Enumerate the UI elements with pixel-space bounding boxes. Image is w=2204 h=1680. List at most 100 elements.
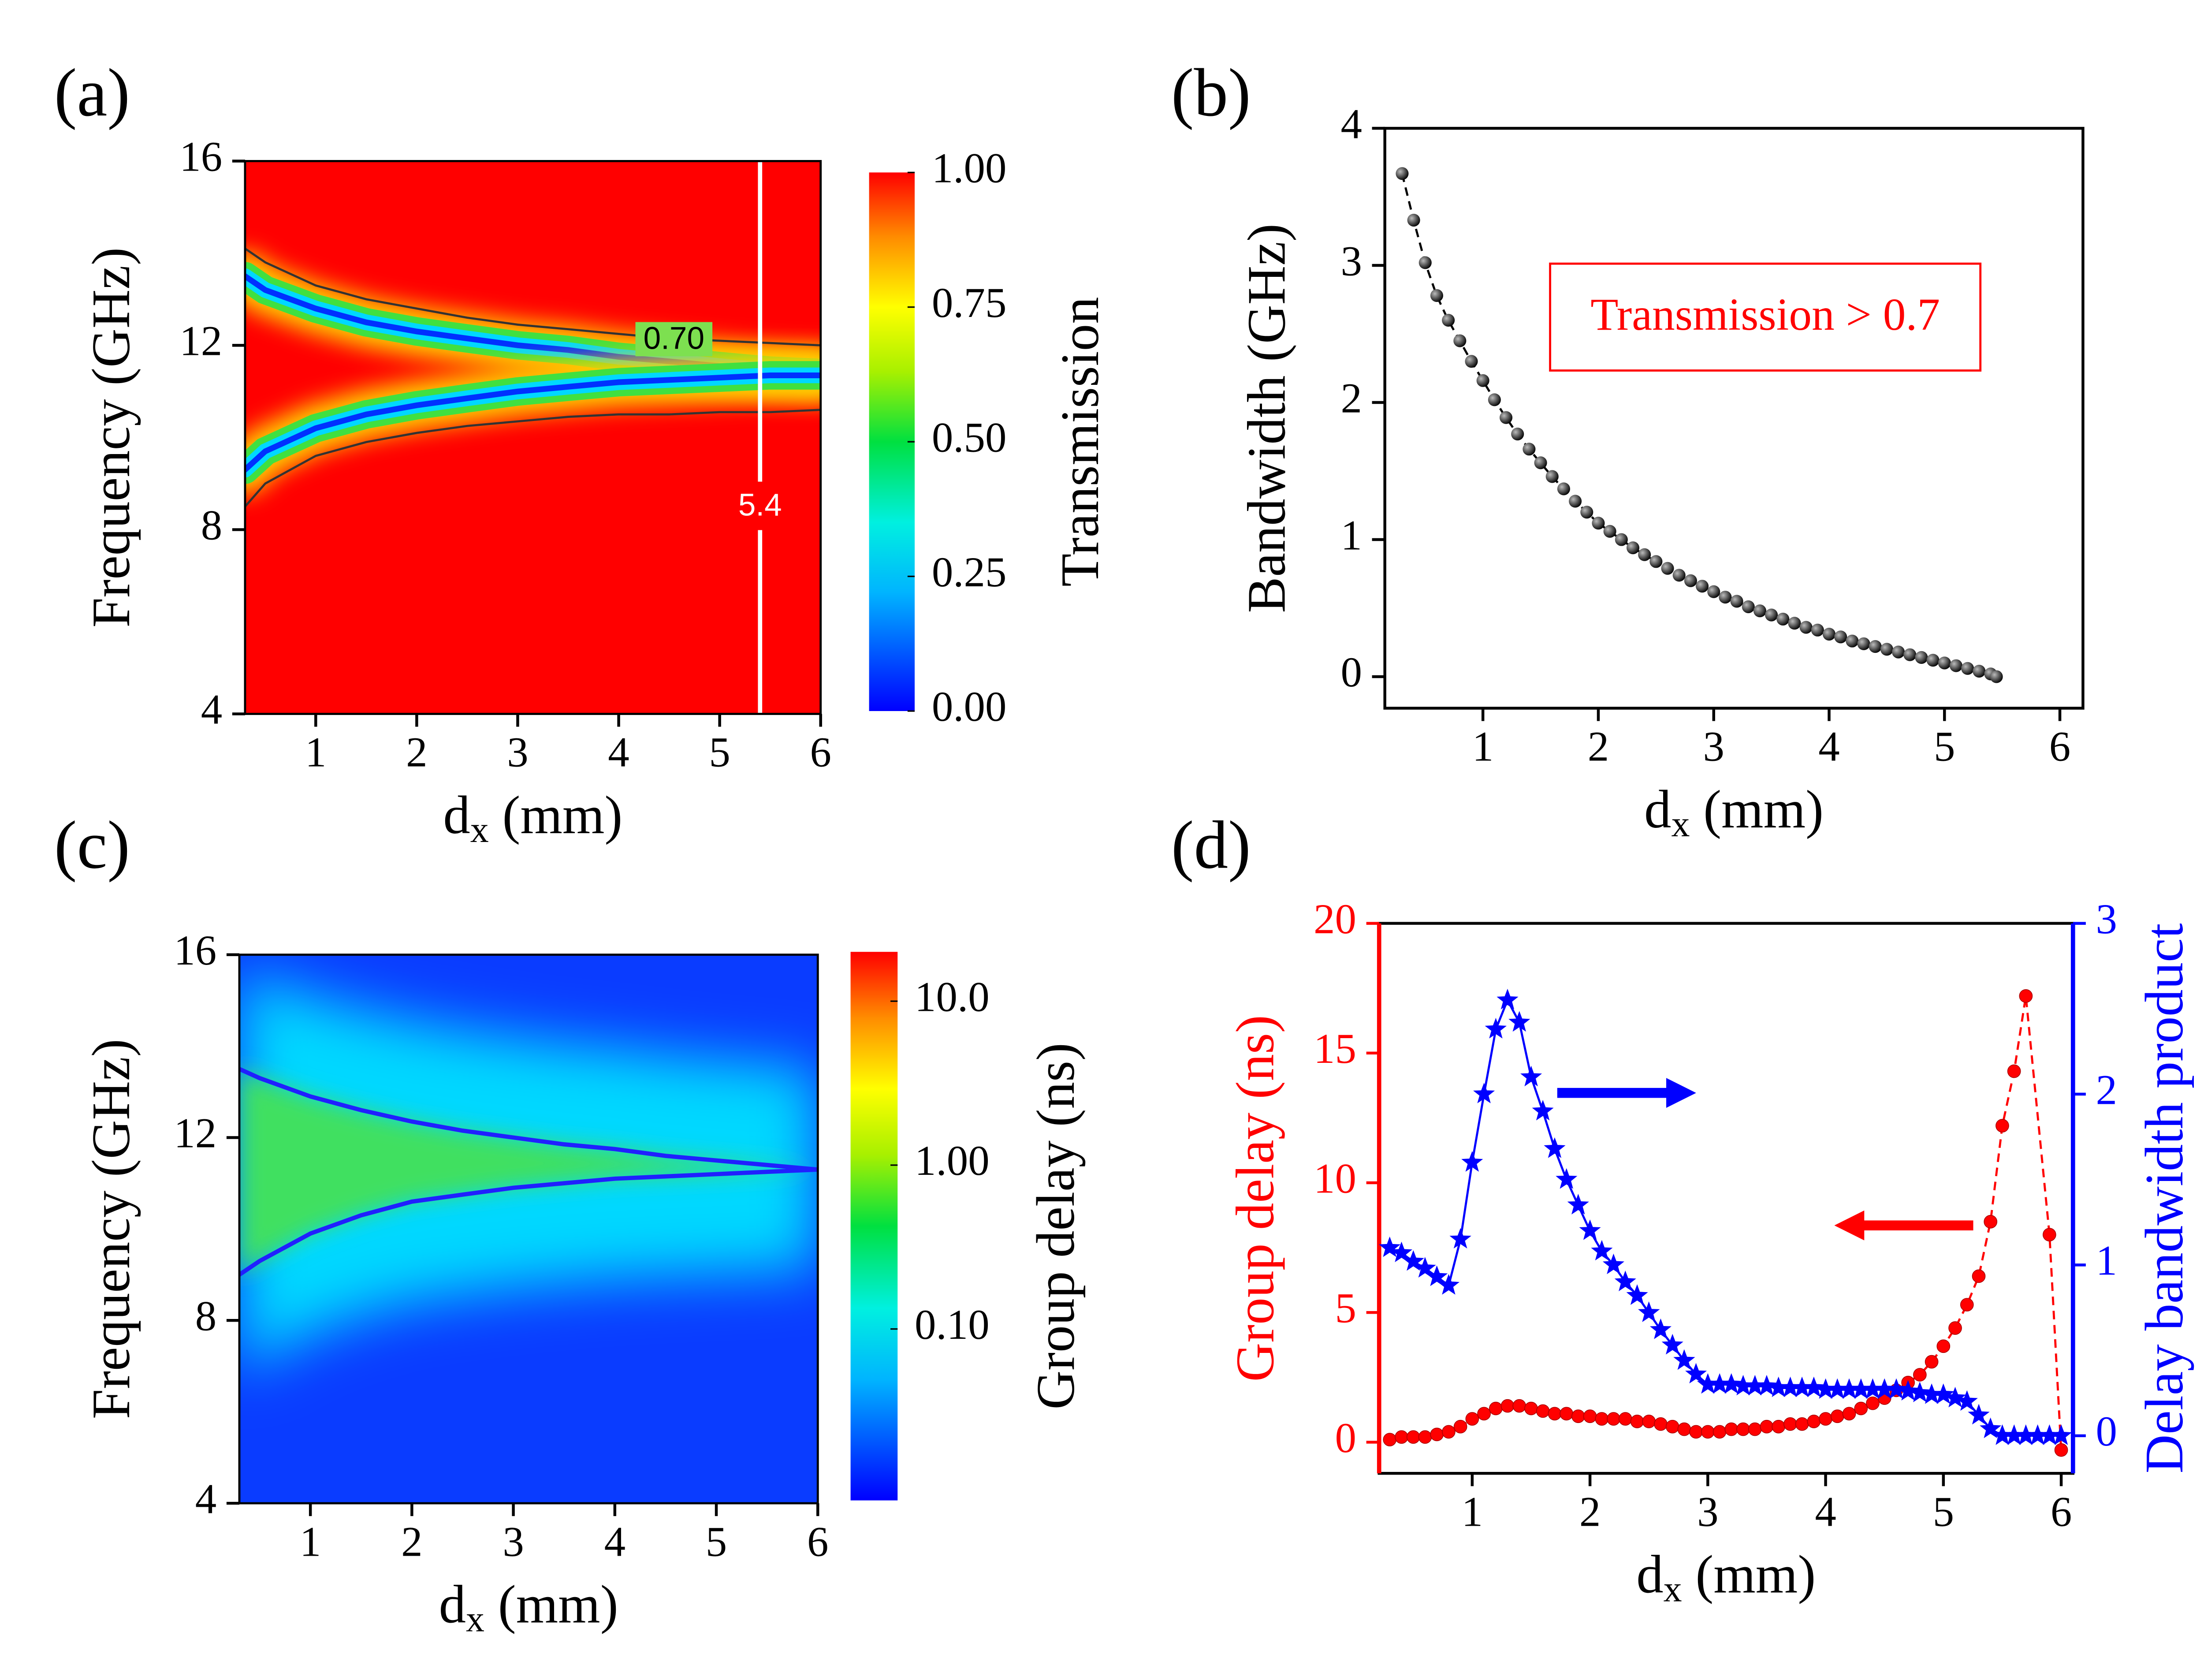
x-tick-label: 6 [2051,1488,2072,1535]
ball-marker [1811,623,1824,637]
ball-marker [1511,428,1524,441]
dip-band [245,373,821,473]
circle-marker [1866,1396,1880,1410]
star-marker [2003,1424,2025,1445]
y-tick-label: 10 [1314,1155,1356,1202]
colorbar-tick-label: 0.25 [932,548,1007,596]
ball-marker [1695,580,1709,593]
y-tick-label: 4 [1340,100,1362,147]
ball-marker [1973,665,1986,678]
x-tick-label: 4 [1818,723,1839,770]
star-marker [1567,1194,1589,1214]
contour-label: 0.70 [644,321,704,356]
circle-marker [1406,1430,1420,1444]
star-marker [1520,1065,1542,1087]
circle-marker [1595,1412,1609,1426]
x-tick-label: 6 [807,1518,828,1565]
label-part: x [470,809,489,850]
circle-marker [1948,1321,1962,1335]
x-axis-label: dx (mm) [1644,779,1824,845]
star-marker [1779,1376,1802,1397]
x-tick-label: 2 [406,729,427,776]
plot-frame [1383,127,2085,710]
y-tick-label: 4 [195,1475,216,1522]
panel-label: (a) [54,55,130,130]
ball-marker [1880,643,1893,656]
circle-marker [1500,1399,1515,1413]
circle-marker [1854,1401,1868,1416]
x-tick-label: 1 [300,1518,321,1565]
y-tick-label: 4 [201,686,222,733]
star-marker [1402,1250,1424,1271]
circle-marker [2019,989,2033,1003]
y-axis-label: Frequency (GHz) [81,1039,141,1419]
circle-marker [1442,1425,1456,1439]
ball-marker [1822,628,1836,641]
star-marker [1437,1274,1460,1295]
y-axis-label: Group delay (ns) [1225,1015,1285,1382]
label-part: x [1671,804,1690,845]
ball-marker [1742,600,1755,613]
circle-marker [2042,1228,2056,1242]
x-axis-label: dx (mm) [443,785,622,850]
circle-marker [2007,1064,2021,1078]
star-marker [1838,1378,1860,1399]
y-tick-label: 8 [201,502,222,549]
ball-marker [1557,482,1570,495]
contour-line [245,247,821,346]
ball-marker [1834,630,1847,644]
y2-tick-label: 3 [2096,895,2117,942]
circle-marker [1571,1409,1585,1423]
y-tick-label: 3 [1340,237,1362,284]
ball-marker [1580,506,1593,519]
ball-marker [1949,659,1962,672]
star-marker [1638,1301,1660,1322]
circle-marker [1395,1430,1408,1444]
star-marker [1768,1376,1790,1397]
ball-marker [1476,374,1489,387]
y-tick-label: 20 [1314,895,1356,942]
ball-marker [1788,617,1801,630]
ball-marker [1892,645,1905,659]
y-tick-label: 0 [1340,648,1362,696]
star-marker [2038,1424,2061,1445]
circle-marker [1677,1422,1691,1436]
ball-marker [1603,525,1616,538]
x-tick-label: 2 [1588,723,1609,770]
circle-marker [1748,1422,1762,1436]
ball-marker [1453,334,1467,347]
ball-marker [1938,656,1951,670]
colorbar-tick-label: 1.00 [932,144,1007,191]
ball-marker [1407,213,1420,227]
ball-marker [1776,612,1790,626]
star-marker [1379,1237,1401,1257]
star-marker [1685,1363,1707,1384]
circle-marker [2054,1443,2068,1457]
star-marker [2015,1424,2037,1445]
circle-marker [1383,1433,1397,1447]
circle-marker [1913,1368,1927,1382]
x-tick-label: 2 [401,1518,422,1565]
circle-marker [1418,1430,1432,1444]
star-marker [1390,1241,1413,1263]
x-tick-label: 1 [305,729,326,776]
star-marker [1885,1378,1907,1399]
ball-marker [1499,411,1513,424]
ball-marker [1592,517,1605,530]
x-tick-label: 4 [1815,1488,1836,1535]
series-line [1401,173,1997,678]
star-marker [1626,1284,1648,1305]
ball-marker [1396,167,1409,180]
label-part: d [443,785,470,845]
star-marker [2050,1424,2072,1445]
circle-marker [1630,1415,1644,1428]
colorbar-tick-label: 0.50 [932,413,1007,461]
circle-marker [1618,1412,1632,1426]
circle-marker [1807,1415,1821,1428]
star-marker [1556,1168,1578,1189]
ball-marker [1488,393,1501,406]
star-marker [1921,1383,1943,1404]
circle-marker [1654,1417,1668,1431]
